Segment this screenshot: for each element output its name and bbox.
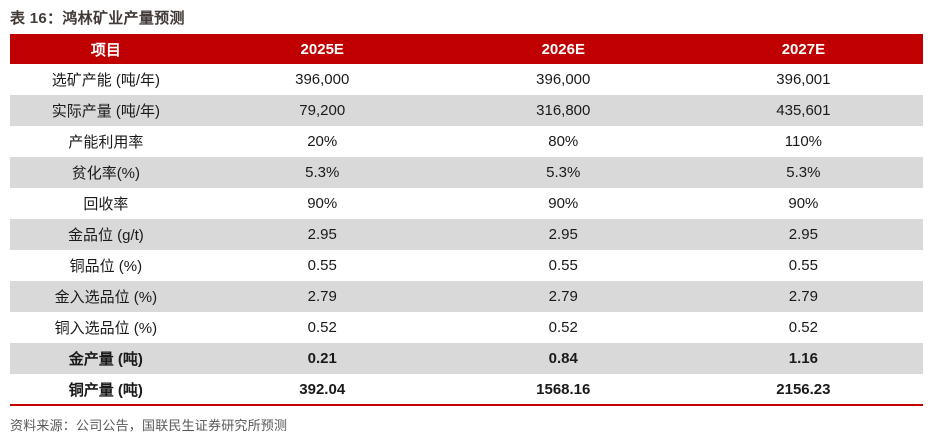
table-row: 选矿产能 (吨/年) 396,000 396,000 396,001 <box>10 64 923 95</box>
source-note: 资料来源：公司公告，国联民生证券研究所预测 <box>10 418 288 433</box>
row-value: 0.52 <box>307 319 337 336</box>
column-header-2027e: 2027E <box>683 34 923 64</box>
column-header-item: 项目 <box>10 34 202 64</box>
table-row: 产能利用率 20% 80% 110% <box>10 126 923 157</box>
row-value: 2.79 <box>307 288 337 305</box>
row-label: 铜入选品位 (%) <box>54 320 158 337</box>
table-row: 金品位 (g/t) 2.95 2.95 2.95 <box>10 219 923 250</box>
production-forecast-table: 项目 2025E 2026E 2027E 选矿产能 (吨/年) 396,000 39… <box>10 34 923 406</box>
row-value: 79,200 <box>299 102 346 119</box>
row-label: 金入选品位 (%) <box>54 289 158 306</box>
row-label: 实际产量 (吨/年) <box>51 103 161 120</box>
column-header-2026e: 2026E <box>442 34 684 64</box>
row-value: 396,000 <box>536 71 591 88</box>
row-value: 0.55 <box>788 257 818 274</box>
row-value: 110% <box>784 133 823 150</box>
row-value: 5.3% <box>305 164 340 181</box>
row-value: 0.52 <box>548 319 578 336</box>
row-label: 金品位 (g/t) <box>67 227 144 244</box>
column-header-2025e: 2025E <box>201 34 443 64</box>
table-row: 贫化率(%) 5.3% 5.3% 5.3% <box>10 157 923 188</box>
row-value: 1.16 <box>788 350 818 367</box>
row-value: 20% <box>307 133 338 150</box>
row-value: 5.3% <box>546 164 581 181</box>
header-row: 项目 2025E 2026E 2027E <box>10 34 923 64</box>
table-body: 选矿产能 (吨/年) 396,000 396,000 396,001 实际产量 (吨/年… <box>10 64 923 405</box>
row-value: 2.79 <box>548 288 578 305</box>
row-value: 396,001 <box>776 71 831 88</box>
row-label: 回收率 <box>83 196 129 213</box>
row-value: 90% <box>788 195 819 212</box>
table-row: 实际产量 (吨/年) 79,200 316,800 435,601 <box>10 95 923 126</box>
table-row: 铜入选品位 (%) 0.52 0.52 0.52 <box>10 312 923 343</box>
row-value: 1568.16 <box>536 380 591 398</box>
row-value: 5.3% <box>786 164 821 181</box>
row-value: 435,601 <box>776 102 831 119</box>
row-value: 0.84 <box>548 350 578 367</box>
row-value: 396,000 <box>295 71 350 88</box>
row-value: 2156.23 <box>776 380 831 398</box>
row-value: 2.95 <box>788 226 818 243</box>
row-label: 铜品位 (%) <box>69 258 143 275</box>
row-value: 0.21 <box>307 350 337 367</box>
row-value: 2.95 <box>307 226 337 243</box>
row-value: 80% <box>548 133 579 150</box>
table-row: 金产量 (吨) 0.21 0.84 1.16 <box>10 343 923 374</box>
row-value: 392.04 <box>299 380 346 398</box>
row-value: 90% <box>548 195 579 212</box>
row-label: 产能利用率 <box>68 134 144 151</box>
row-label: 贫化率(%) <box>71 165 141 182</box>
table-row: 金入选品位 (%) 2.79 2.79 2.79 <box>10 281 923 312</box>
table-header: 项目 2025E 2026E 2027E <box>10 34 923 64</box>
row-value: 90% <box>307 195 338 212</box>
table-title: 表 16：鸿林矿业产量预测 <box>10 10 185 27</box>
table-row: 铜产量 (吨) 392.04 1568.16 2156.23 <box>10 374 923 405</box>
row-value: 0.55 <box>548 257 578 274</box>
row-label: 金产量 (吨) <box>68 351 143 368</box>
table-row: 回收率 90% 90% 90% <box>10 188 923 219</box>
row-label: 铜产量 (吨) <box>68 381 143 399</box>
row-value: 2.95 <box>548 226 578 243</box>
row-value: 0.52 <box>788 319 818 336</box>
row-value: 316,800 <box>536 102 591 119</box>
table-row: 铜品位 (%) 0.55 0.55 0.55 <box>10 250 923 281</box>
row-value: 0.55 <box>307 257 337 274</box>
row-value: 2.79 <box>788 288 818 305</box>
row-label: 选矿产能 (吨/年) <box>51 72 161 89</box>
